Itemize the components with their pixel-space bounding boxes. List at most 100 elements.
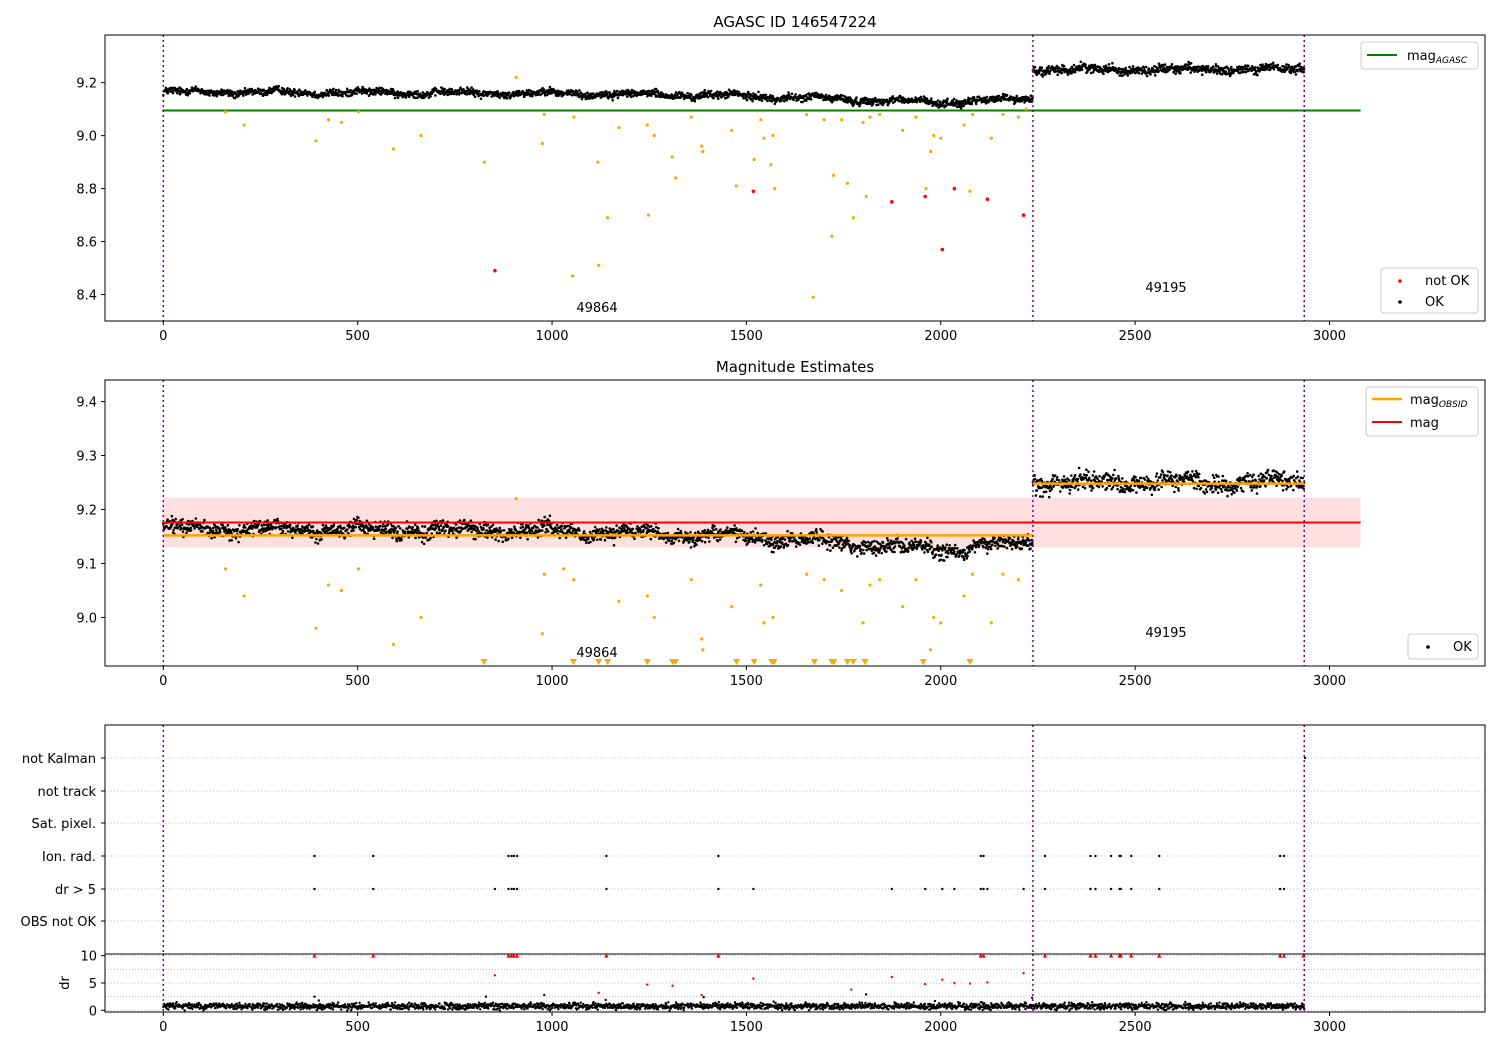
data-point-not-ok	[751, 189, 756, 194]
data-point-ok	[801, 100, 804, 104]
data-point-ok	[280, 527, 283, 531]
data-point-ok	[1271, 61, 1275, 65]
data-point-ok	[546, 530, 550, 533]
data-point-ok	[787, 91, 790, 94]
data-point-ok	[626, 531, 629, 534]
data-point-ok	[847, 539, 851, 543]
data-point-ok	[605, 526, 608, 529]
data-point-ok	[560, 524, 564, 528]
data-point-ok	[1254, 66, 1257, 69]
data-point-ok	[962, 558, 966, 562]
data-point-ok	[1230, 65, 1233, 69]
data-point-ok	[919, 540, 923, 543]
data-point-ok	[898, 545, 902, 548]
data-point-ok	[176, 91, 179, 95]
data-point-ok	[649, 525, 653, 528]
data-point-ok	[584, 541, 588, 544]
data-point-ok	[181, 518, 184, 521]
data-point-ok	[462, 87, 465, 91]
data-point-ok	[703, 88, 706, 92]
data-point-ok	[689, 546, 693, 549]
data-point-ok	[406, 527, 409, 530]
data-point-ok	[507, 91, 511, 94]
data-point-ok	[262, 88, 266, 92]
data-point-ok	[996, 547, 999, 550]
data-point-ok	[936, 544, 939, 547]
data-point-ok	[422, 542, 426, 546]
data-point-ok	[479, 97, 483, 100]
data-point-ok	[973, 551, 977, 554]
data-point-ok	[281, 529, 285, 533]
data-point-ok	[442, 93, 446, 96]
data-point-ok	[744, 539, 748, 542]
data-point-outlier	[968, 189, 972, 193]
data-point-ok	[1294, 73, 1298, 76]
data-point-ok	[501, 540, 505, 544]
data-point-ok	[473, 95, 477, 98]
data-point-ok	[985, 95, 989, 99]
data-point-ok	[384, 527, 388, 530]
data-point-ok	[733, 524, 736, 527]
data-point-ok	[497, 539, 500, 543]
data-point-ok	[1078, 64, 1081, 68]
data-point-ok	[794, 545, 798, 548]
data-point-ok	[655, 525, 658, 529]
data-point-ok	[186, 93, 189, 97]
data-point-ok	[855, 96, 858, 99]
data-point-ok	[657, 527, 660, 530]
data-point-ok	[424, 536, 428, 540]
data-point-ok	[947, 552, 950, 555]
data-point-ok	[817, 544, 821, 547]
data-point-ok	[1016, 537, 1020, 541]
data-point-ok	[623, 526, 626, 530]
data-point-ok	[1012, 96, 1016, 99]
data-point-ok	[986, 547, 990, 551]
data-point-ok	[389, 531, 393, 534]
data-point-ok	[444, 529, 447, 533]
data-point-ok	[1033, 474, 1036, 477]
data-point-outlier	[391, 147, 396, 151]
data-point-ok	[913, 537, 917, 540]
data-point-ok	[712, 528, 715, 532]
data-point-ok	[543, 515, 546, 519]
data-point-ok	[1153, 74, 1157, 77]
data-point-ok	[1102, 72, 1105, 76]
data-point-ok	[403, 530, 407, 534]
data-point-ok	[1227, 67, 1230, 70]
data-point-ok	[963, 548, 966, 552]
data-point-outlier	[419, 134, 423, 138]
data-point-ok	[765, 542, 769, 546]
data-point-ok	[969, 544, 972, 547]
data-point-ok	[1212, 65, 1215, 68]
data-point-ok	[740, 529, 744, 533]
data-point-ok	[1101, 485, 1104, 488]
data-point-outlier	[811, 295, 815, 299]
data-point-ok	[514, 528, 517, 532]
data-point-ok	[548, 85, 552, 89]
data-point-not-ok	[889, 200, 894, 204]
data-point-ok	[443, 87, 447, 91]
data-point-ok	[1254, 69, 1258, 73]
data-point-outlier	[771, 134, 775, 138]
data-point-ok	[959, 106, 963, 110]
data-point-ok	[1224, 70, 1228, 73]
data-point-ok	[794, 93, 797, 96]
data-point-ok	[848, 544, 852, 547]
data-point-ok	[188, 92, 192, 95]
data-point-ok	[1128, 65, 1131, 69]
data-point-ok	[649, 537, 653, 541]
data-point-ok	[465, 90, 468, 93]
data-point-ok	[672, 541, 676, 545]
data-point-ok	[598, 528, 601, 531]
data-point-outlier	[1001, 112, 1005, 117]
data-point-ok	[470, 86, 473, 89]
data-point-ok	[760, 99, 764, 102]
data-point-ok	[544, 531, 547, 534]
data-point-ok	[642, 529, 645, 532]
data-point-ok	[262, 523, 266, 527]
data-point-ok	[626, 95, 629, 98]
data-point-ok	[797, 97, 800, 101]
data-point-outlier	[773, 186, 777, 191]
data-point-ok	[844, 543, 848, 546]
data-point-ok	[656, 89, 660, 93]
